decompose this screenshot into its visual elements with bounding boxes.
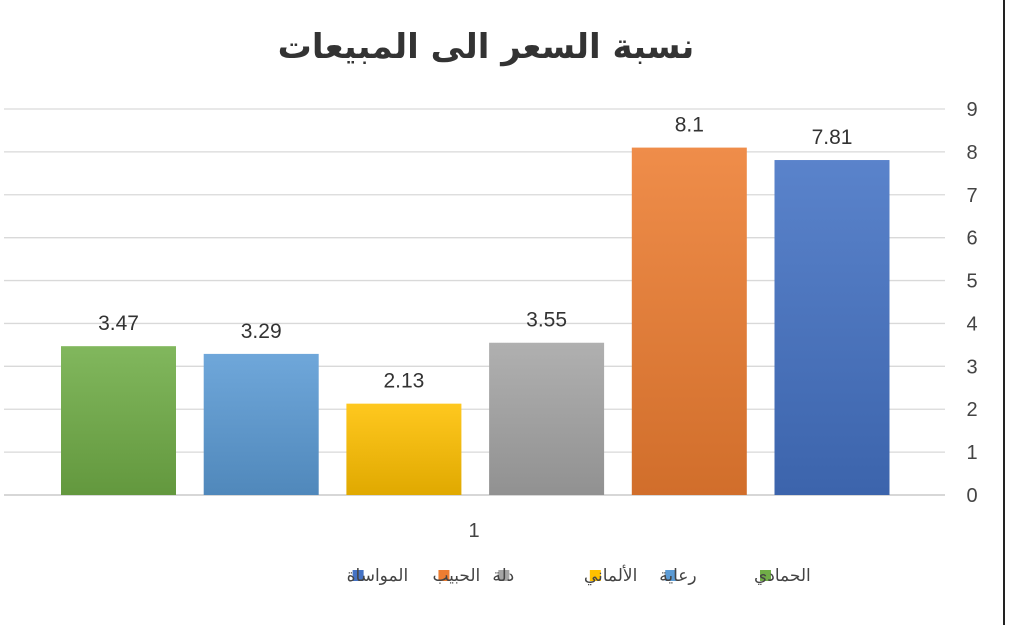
y-axis-ticks: 0 1 2 3 4 5 6 7 8 9 [966,99,977,507]
bar-2 [203,353,319,495]
y-tick-label: 7 [966,185,977,207]
y-tick-label: 9 [966,99,977,121]
data-label: 8.1 [675,114,704,137]
legend: الحمادي رعاية الألماني دلة الحبيب المواساة [347,565,811,586]
legend-swatch [438,570,450,581]
y-tick-label: 6 [966,228,977,250]
data-label: 3.55 [526,309,567,332]
y-tick-label: 4 [966,313,977,335]
data-label: 7.81 [812,126,853,149]
chart-title: نسبة السعر الى المبيعات [278,27,695,67]
y-tick-label: 2 [966,399,977,421]
y-tick-label: 8 [966,142,977,164]
data-labels: 3.47 3.29 2.13 3.55 8.1 7.81 [98,114,852,393]
y-tick-label: 0 [966,485,977,507]
legend-label: الألماني [584,565,638,586]
legend-swatch [760,570,771,581]
bar-6 [774,160,890,495]
bars [61,147,890,495]
y-tick-label: 1 [966,442,977,464]
legend-swatch [498,570,510,581]
data-label: 2.13 [383,370,424,393]
bar-3 [346,403,462,495]
legend-swatch [589,570,601,581]
bar-1 [61,346,176,495]
legend-label: الحبيب [432,566,480,586]
legend-swatch [352,570,364,581]
bar-4 [489,342,605,495]
y-tick-label: 5 [966,271,977,293]
legend-swatch [665,570,677,581]
legend-label: الحمادي [754,566,811,586]
bar-5 [631,147,747,495]
legend-label: رعاية [659,566,696,586]
data-label: 3.29 [241,320,282,343]
data-label: 3.47 [98,312,139,335]
legend-label: دلة [492,566,514,586]
x-category-label: 1 [468,520,479,542]
legend-label: المواساة [347,566,409,586]
y-tick-label: 3 [966,356,977,378]
